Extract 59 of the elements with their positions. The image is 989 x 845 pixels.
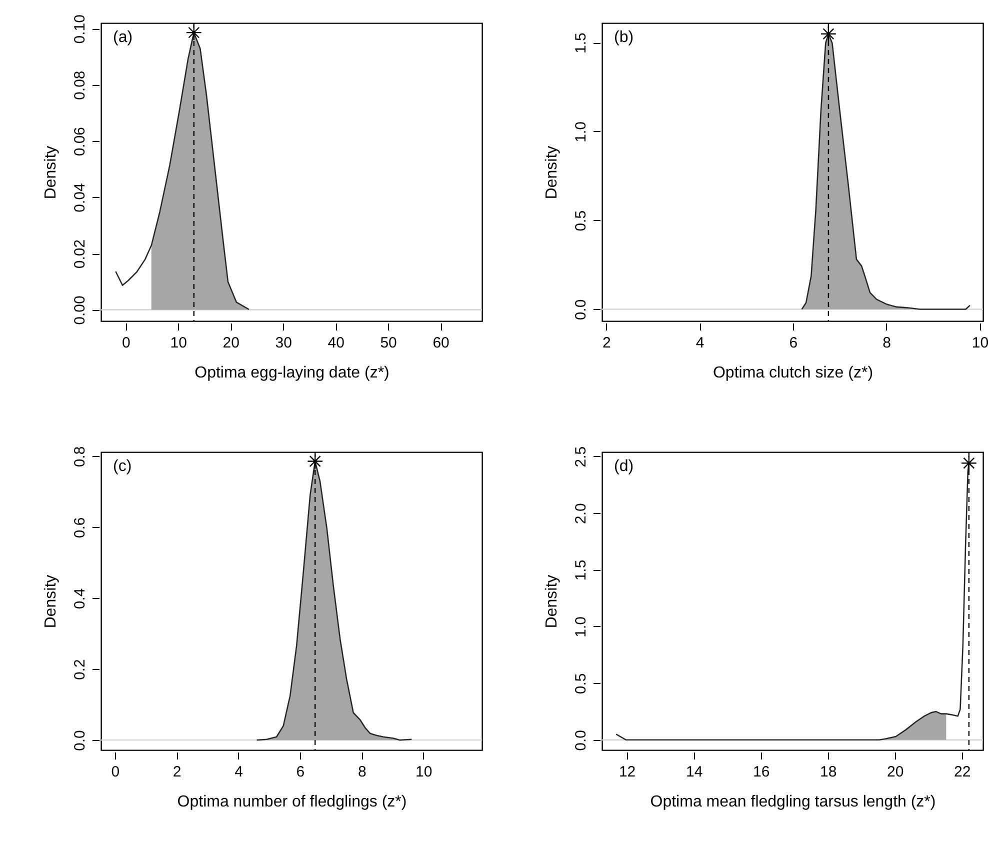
annotation: (d) <box>614 458 634 475</box>
y-tick-label: 0.0 <box>72 730 88 751</box>
y-axis-title: Density <box>42 146 60 200</box>
x-tick-label: 2 <box>602 334 611 352</box>
x-tick-label: 6 <box>296 764 305 780</box>
x-tick-label: 60 <box>432 334 450 352</box>
y-axis-title: Density <box>544 146 560 200</box>
x-axis-title: Optima number of fledglings (z*) <box>177 794 407 810</box>
annotation: (b) <box>614 29 634 46</box>
x-tick-label: 4 <box>696 334 704 352</box>
y-tick-label: 0.06 <box>72 126 88 156</box>
y-tick-label: 1.5 <box>572 32 590 54</box>
y-tick-label: 0.02 <box>72 239 88 269</box>
x-tick-label: 14 <box>686 764 703 780</box>
x-tick-label: 0 <box>111 764 120 780</box>
y-tick-label: 2.0 <box>572 503 590 524</box>
y-tick-label: 0.4 <box>72 588 88 610</box>
y-tick-label: 0.04 <box>72 183 88 212</box>
x-tick-label: 18 <box>820 764 837 780</box>
x-tick-label: 40 <box>328 334 344 352</box>
x-tick-label: 30 <box>275 334 292 352</box>
x-tick-label: 12 <box>618 764 636 780</box>
y-tick-label: 0.0 <box>572 299 590 320</box>
x-tick-label: 8 <box>882 334 892 352</box>
x-tick-label: 2 <box>172 764 182 780</box>
x-tick-label: 22 <box>954 764 971 780</box>
annotation: (a) <box>113 29 133 46</box>
y-tick-label: 1.0 <box>572 616 590 638</box>
annotation: (c) <box>113 458 132 475</box>
x-axis-title: Optima mean fledgling tarsus length (z*) <box>650 794 936 810</box>
x-tick-label: 4 <box>234 764 243 780</box>
y-tick-label: 0.00 <box>72 296 88 325</box>
x-tick-label: 50 <box>380 334 397 352</box>
x-axis-title: Optima clutch size (z*) <box>712 364 874 382</box>
y-tick-label: 1.0 <box>572 122 590 142</box>
x-tick-label: 10 <box>972 334 989 352</box>
y-tick-label: 0.6 <box>72 517 88 538</box>
y-tick-label: 0.2 <box>72 659 88 680</box>
line-series <box>256 460 412 741</box>
y-tick-label: 1.5 <box>572 560 590 581</box>
x-tick-label: 6 <box>789 334 798 352</box>
x-tick-label: 0 <box>122 334 130 352</box>
x-tick-label: 20 <box>222 334 240 352</box>
x-tick-label: 10 <box>416 764 432 780</box>
y-axis-title: Density <box>42 574 60 628</box>
x-axis-title: Optima egg-laying date (z*) <box>194 364 390 382</box>
x-tick-label: 8 <box>358 764 366 780</box>
line-series <box>115 32 250 310</box>
x-tick-label: 16 <box>752 764 770 780</box>
y-axis-title: Density <box>544 574 560 628</box>
y-tick-label: 0.5 <box>572 210 590 232</box>
y-tick-label: 2.5 <box>572 446 590 468</box>
y-tick-label: 0.8 <box>72 446 88 468</box>
y-tick-label: 0.08 <box>72 70 88 100</box>
y-tick-label: 0.10 <box>72 14 88 44</box>
y-tick-label: 0.5 <box>572 673 590 694</box>
x-tick-label: 20 <box>887 764 904 780</box>
x-tick-label: 10 <box>170 334 187 352</box>
y-tick-label: 0.0 <box>572 730 590 751</box>
